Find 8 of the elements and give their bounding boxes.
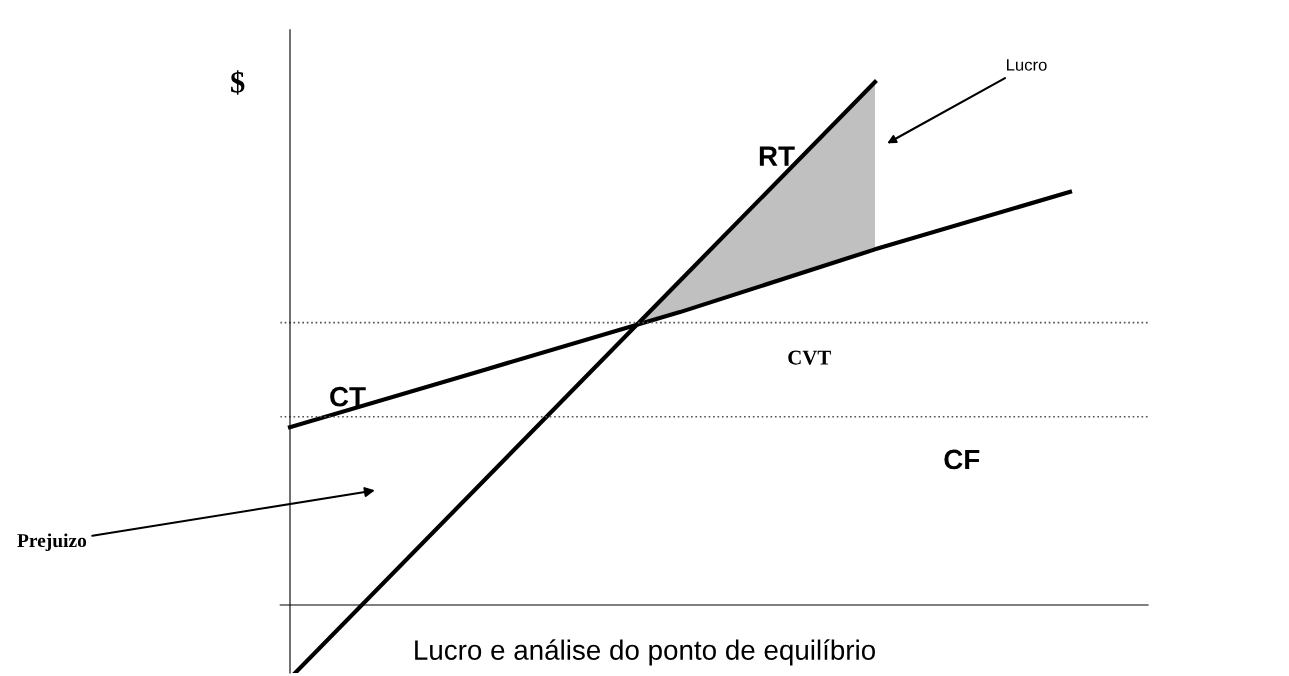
- series-label: CT: [330, 386, 366, 407]
- text: Lucro e análise do ponto de equilíbrio: [415, 639, 875, 666]
- text: Lucro: [1007, 59, 1047, 71]
- series-label: RT: [759, 146, 795, 166]
- text: Prejuizo: [17, 533, 87, 552]
- text: $: [231, 70, 245, 95]
- ref-line-label: CF: [944, 449, 980, 470]
- ref-line-label: CVT: [788, 350, 831, 365]
